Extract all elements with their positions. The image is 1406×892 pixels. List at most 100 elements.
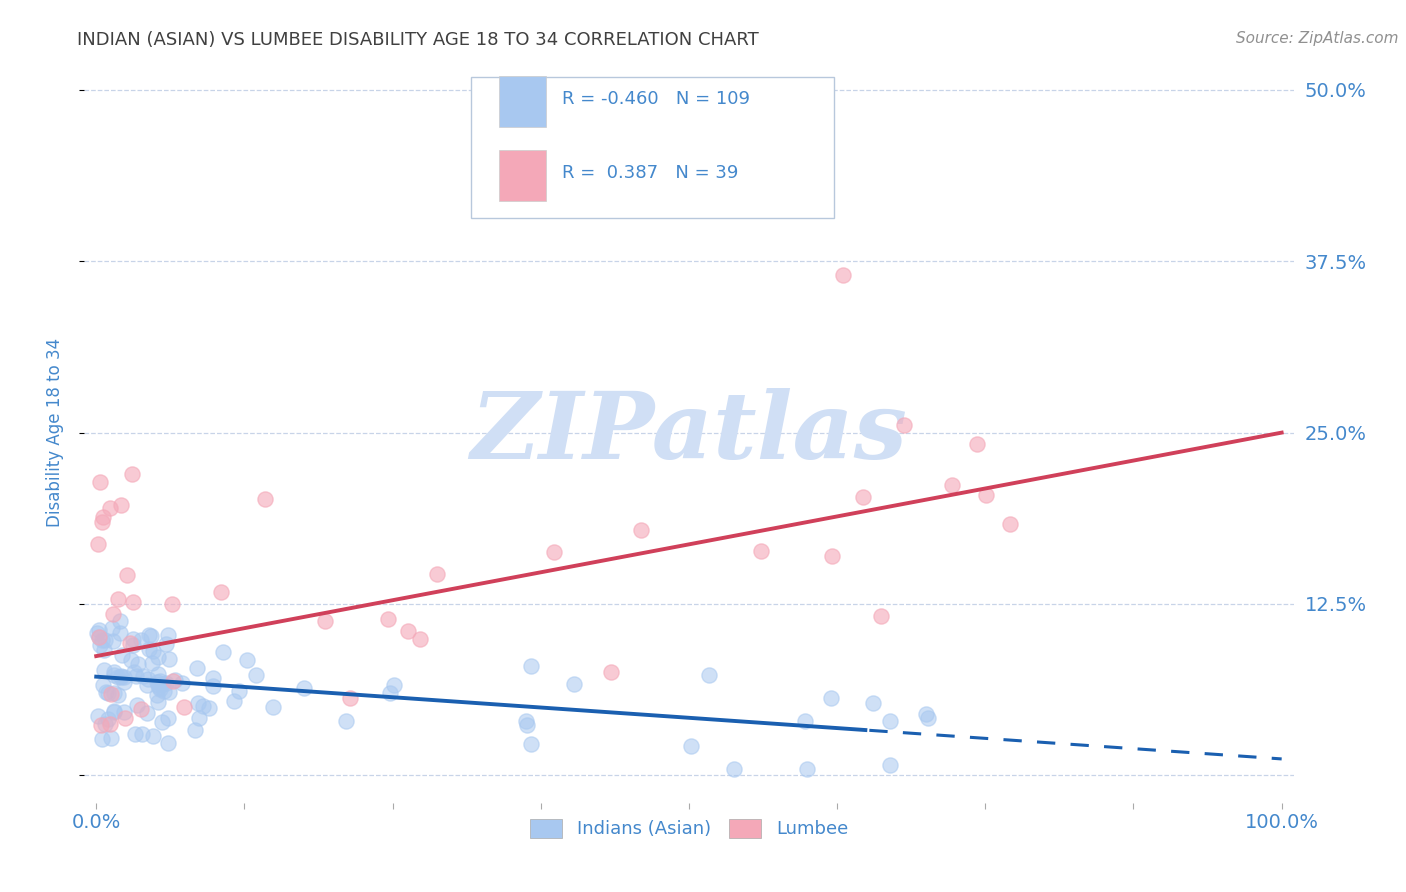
Point: [209, 584, 232, 599]
Point: [135, 706, 157, 721]
Point: [202, 671, 225, 685]
Point: [141, 656, 163, 670]
Point: [188, 711, 211, 725]
Point: [870, 609, 893, 624]
Point: [794, 714, 817, 728]
Point: [409, 632, 432, 646]
Point: [516, 718, 538, 732]
Point: [107, 670, 129, 684]
Point: [100, 731, 122, 745]
Point: [157, 736, 180, 750]
Point: [723, 762, 745, 776]
Point: [852, 491, 875, 505]
Point: [91, 632, 114, 647]
Point: [103, 705, 125, 719]
Point: [131, 702, 153, 716]
Point: [120, 653, 142, 667]
Point: [201, 680, 224, 694]
Point: [100, 687, 122, 701]
Point: [600, 665, 623, 679]
Point: [87, 709, 110, 723]
Point: [89, 475, 111, 489]
Point: [114, 710, 136, 724]
Point: [103, 685, 125, 699]
Text: ZIPatlas: ZIPatlas: [471, 388, 907, 477]
Point: [112, 670, 135, 684]
Point: [129, 633, 152, 648]
Point: [170, 676, 193, 690]
Point: [115, 567, 138, 582]
FancyBboxPatch shape: [471, 78, 834, 218]
Point: [941, 478, 963, 492]
Point: [543, 544, 565, 558]
Point: [146, 688, 169, 702]
Point: [103, 665, 125, 679]
Point: [107, 688, 129, 702]
Point: [142, 730, 165, 744]
Point: [87, 623, 110, 637]
Point: [141, 629, 163, 643]
Point: [157, 652, 180, 666]
Point: [121, 632, 143, 647]
Point: [94, 717, 117, 731]
Point: [94, 632, 117, 647]
Point: [103, 668, 125, 682]
Point: [89, 638, 111, 652]
Point: [100, 501, 122, 516]
Point: [124, 727, 146, 741]
Point: [148, 677, 170, 691]
Point: [125, 698, 148, 712]
Point: [101, 634, 124, 648]
Point: [228, 683, 250, 698]
Point: [91, 678, 114, 692]
Point: [146, 695, 169, 709]
Point: [198, 701, 221, 715]
Point: [122, 665, 145, 679]
Point: [562, 677, 585, 691]
Point: [998, 517, 1021, 532]
Point: [121, 467, 143, 481]
Point: [796, 762, 818, 776]
Point: [93, 643, 115, 657]
Point: [396, 624, 419, 639]
Point: [862, 697, 884, 711]
Point: [90, 718, 112, 732]
Y-axis label: Disability Age 18 to 34: Disability Age 18 to 34: [45, 338, 63, 527]
Point: [821, 549, 844, 564]
Point: [236, 653, 259, 667]
Point: [157, 711, 180, 725]
Point: [91, 515, 114, 529]
Point: [150, 714, 173, 729]
Point: [87, 536, 110, 550]
Point: [110, 668, 132, 682]
Point: [382, 678, 405, 692]
Point: [110, 670, 132, 684]
Point: [697, 668, 720, 682]
Point: [138, 628, 160, 642]
Point: [162, 674, 184, 689]
Point: [893, 417, 915, 432]
Point: [820, 690, 842, 705]
Point: [749, 544, 772, 558]
Point: [87, 630, 110, 644]
Point: [378, 686, 401, 700]
Point: [162, 597, 184, 611]
Point: [110, 498, 132, 512]
Point: [191, 698, 214, 713]
Point: [91, 509, 114, 524]
Point: [101, 607, 124, 622]
Point: [377, 612, 399, 626]
Point: [86, 626, 108, 640]
Point: [254, 491, 277, 506]
Legend: Indians (Asian), Lumbee: Indians (Asian), Lumbee: [523, 812, 855, 846]
Point: [245, 667, 267, 681]
Point: [173, 699, 195, 714]
Point: [148, 680, 170, 694]
Point: [131, 727, 153, 741]
Point: [127, 657, 149, 672]
Point: [112, 705, 135, 719]
Point: [107, 592, 129, 607]
Point: [211, 645, 233, 659]
Point: [142, 644, 165, 658]
Point: [335, 714, 357, 729]
